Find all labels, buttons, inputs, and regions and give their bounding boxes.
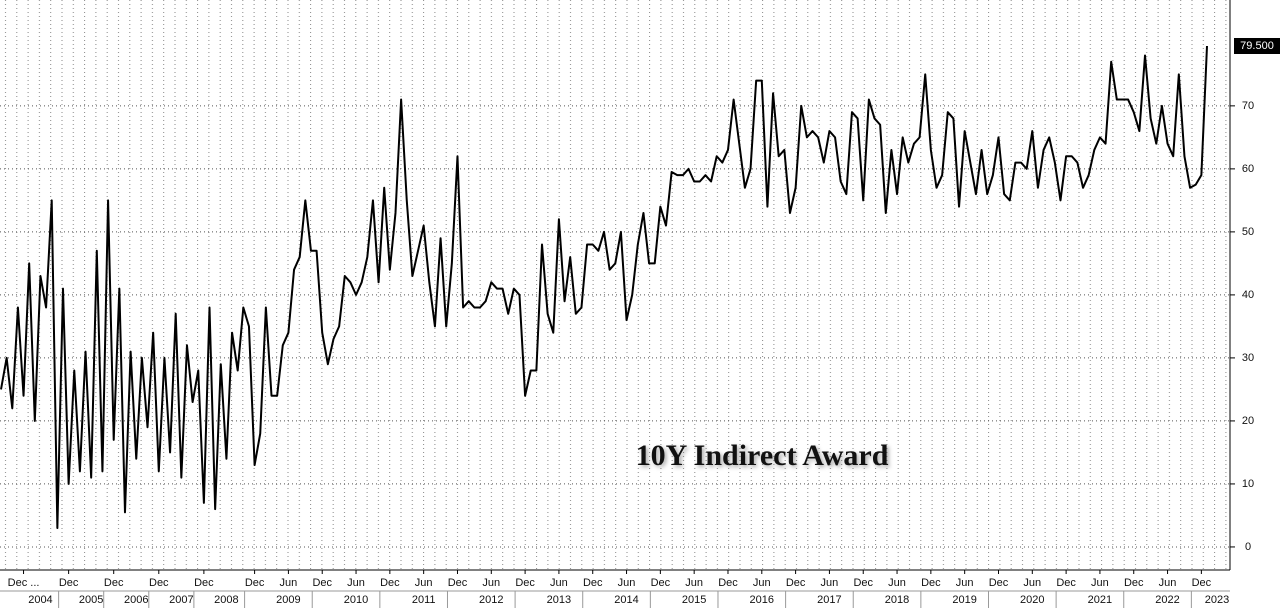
x-tick-label: Dec ... — [8, 577, 40, 589]
annotation: 10Y Indirect Award — [636, 439, 889, 472]
x-tick-label: Dec — [448, 577, 468, 589]
last-value-tag: 79.500 — [1234, 37, 1280, 54]
x-tick-label: Dec — [651, 577, 671, 589]
minor-grid — [0, 0, 1230, 570]
year-label: 2017 — [817, 594, 841, 606]
last-value-box — [1234, 37, 1280, 54]
x-tick-label: Jun — [618, 577, 636, 589]
x-tick-label: Dec — [59, 577, 79, 589]
x-tick-label: Dec — [853, 577, 873, 589]
x-tick-label: Jun — [550, 577, 568, 589]
x-tick-label: Dec — [245, 577, 265, 589]
x-tick-label: Jun — [956, 577, 974, 589]
year-label: 2016 — [750, 594, 774, 606]
x-tick-label: Dec — [515, 577, 535, 589]
x-tick-label: Dec — [312, 577, 332, 589]
year-label: 2007 — [169, 594, 193, 606]
x-tick-label: Jun — [685, 577, 703, 589]
year-label: 2011 — [412, 594, 436, 606]
x-tick-label: Dec — [1192, 577, 1212, 589]
x-tick-label: Jun — [1091, 577, 1109, 589]
year-label: 2006 — [124, 594, 148, 606]
year-label: 2010 — [344, 594, 368, 606]
data-line — [0, 45, 1208, 530]
last-value-label: 79.500 — [1240, 40, 1274, 52]
x-tick-label: Dec — [194, 577, 214, 589]
x-tick-label: Jun — [482, 577, 500, 589]
x-tick-label: Dec — [380, 577, 400, 589]
x-tick-label: Dec — [718, 577, 738, 589]
year-label: 2021 — [1088, 594, 1112, 606]
x-tick-label: Dec — [921, 577, 941, 589]
y-tick-label: 40 — [1242, 289, 1254, 301]
x-tick-label: Dec — [583, 577, 603, 589]
year-label: 2013 — [547, 594, 571, 606]
y-tick-label: 60 — [1242, 163, 1254, 175]
year-label: 2019 — [952, 594, 976, 606]
x-tick-label: Jun — [280, 577, 298, 589]
year-label: 2020 — [1020, 594, 1044, 606]
year-label: 2014 — [614, 594, 638, 606]
year-label: 2012 — [479, 594, 503, 606]
year-label: 2008 — [214, 594, 238, 606]
year-label: 2022 — [1155, 594, 1179, 606]
y-tick-label: 30 — [1242, 352, 1254, 364]
x-tick-label: Jun — [415, 577, 433, 589]
year-label: 2005 — [79, 594, 103, 606]
x-tick-label: Jun — [753, 577, 771, 589]
y-tick-label: 20 — [1242, 415, 1254, 427]
x-tick-label: Jun — [888, 577, 906, 589]
year-label: 2009 — [276, 594, 300, 606]
year-label: 2015 — [682, 594, 706, 606]
year-label: 2018 — [885, 594, 909, 606]
x-tick-label: Dec — [1124, 577, 1144, 589]
year-label: 2023 — [1205, 594, 1229, 606]
x-tick-label: Dec — [989, 577, 1009, 589]
x-tick-label: Jun — [1159, 577, 1177, 589]
year-label: 2004 — [28, 594, 52, 606]
y-tick-label: 70 — [1242, 100, 1254, 112]
y-tick-label: 0 — [1245, 541, 1251, 553]
x-tick-label: Dec — [104, 577, 124, 589]
y-tick-label: 10 — [1242, 478, 1254, 490]
x-tick-label: Jun — [1023, 577, 1041, 589]
x-tick-label: Jun — [347, 577, 365, 589]
x-tick-label: Dec — [1056, 577, 1076, 589]
x-tick-label: Dec — [149, 577, 169, 589]
x-tick-label: Jun — [821, 577, 839, 589]
y-tick-label: 50 — [1242, 226, 1254, 238]
x-tick-label: Dec — [786, 577, 806, 589]
